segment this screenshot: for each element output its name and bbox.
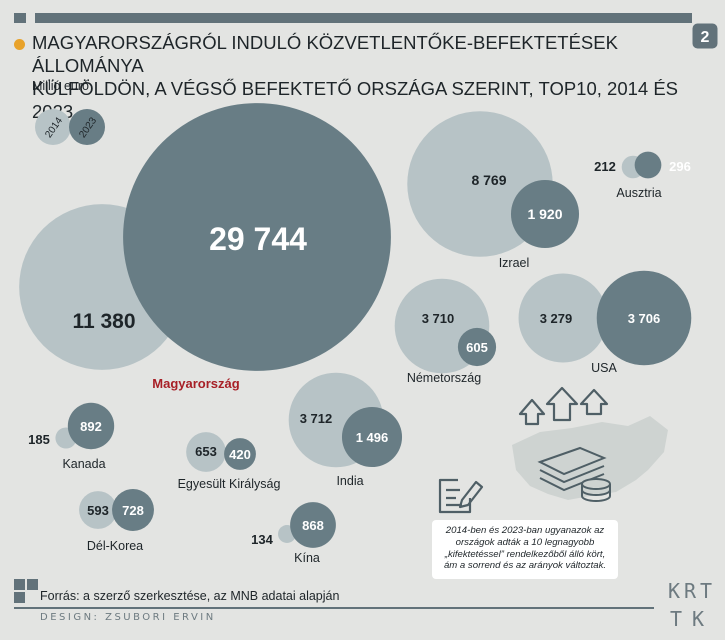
country-label-izrael: Izrael	[499, 256, 530, 270]
bubble-2023-kanada	[67, 402, 115, 450]
source-divider	[14, 607, 654, 609]
title-bullet	[14, 39, 25, 50]
bubble-2023-d-l-korea	[112, 489, 154, 531]
note-box: 2014-ben és 2023-ban ugyanazok az ország…	[432, 520, 618, 579]
value-label-2014-k-na: 134	[251, 532, 273, 547]
country-label-magyarorsz-g: Magyarország	[152, 376, 239, 391]
value-label-2014-egyes-lt-kir-lys-g: 653	[195, 444, 217, 459]
value-label-2014-izrael: 8 769	[471, 172, 506, 188]
bubble-2023-izrael	[510, 179, 580, 249]
bubble-2014-egyes-lt-kir-lys-g	[186, 432, 226, 472]
bubble-2023-egyes-lt-kir-lys-g	[224, 438, 256, 470]
bubble-2023-india	[341, 406, 403, 468]
value-label-2014-d-l-korea: 593	[87, 503, 109, 518]
source-text: Forrás: a szerző szerkesztése, az MNB ad…	[40, 589, 340, 603]
value-label-2023-izrael: 1 920	[527, 206, 562, 222]
value-label-2023-kanada: 892	[80, 419, 102, 434]
country-label-egyes-lt-kir-lys-g: Egyesült Királyság	[178, 477, 281, 491]
value-label-2023-ausztria: 296	[669, 159, 691, 174]
value-label-2023-egyes-lt-kir-lys-g: 420	[229, 447, 251, 462]
value-label-2014-kanada: 185	[28, 432, 50, 447]
value-label-2014-india: 3 712	[300, 411, 333, 426]
krtk-logo-bottom: TK	[670, 607, 714, 631]
banknote-stack-icon	[537, 446, 607, 476]
bubble-layer: 11 380 29 744 Magyarország 8 769 1 920 Izrael…	[19, 103, 692, 565]
value-label-2023-magyarorsz-g: 29 744	[209, 221, 307, 257]
bubble-2023-n-metorsz-g	[457, 327, 497, 367]
design-credit: DESIGN: ZSUBORI ERVIN	[40, 612, 216, 623]
note-text-before: 2014-ben és 2023-ban ugyanazok az ország…	[444, 525, 605, 560]
country-label-k-na: Kína	[294, 551, 320, 565]
coin-stack-icon	[581, 478, 611, 490]
value-label-2014-magyarorsz-g: 11 380	[72, 310, 135, 333]
bubble-2023-usa	[596, 270, 692, 366]
chart-title: MAGYARORSZÁGRÓL INDULÓ KÖZVETLENTŐKE-BEF…	[32, 31, 692, 123]
country-label-kanada: Kanada	[62, 457, 105, 471]
edit-note-icon	[438, 478, 484, 514]
legend-bubble-2014	[35, 109, 71, 145]
country-label-usa: USA	[591, 361, 617, 375]
value-label-2023-india: 1 496	[356, 430, 389, 445]
arrow-up-icon	[518, 398, 546, 426]
bubble-2014-usa	[518, 273, 608, 363]
arrow-up-icon-3	[579, 388, 609, 416]
top-bar	[14, 13, 692, 23]
krtk-logo-top: KRT	[668, 579, 716, 603]
value-label-2014-ausztria: 212	[594, 159, 616, 174]
value-label-2023-usa: 3 706	[628, 311, 661, 326]
legend: 2014 2023	[35, 109, 105, 145]
bubble-2023-ausztria	[634, 151, 662, 179]
page-number-badge: 2	[692, 23, 718, 49]
krtk-logo: KRT TK	[668, 579, 716, 631]
unit-label: Millió euró	[32, 79, 89, 93]
value-label-2014-usa: 3 279	[540, 311, 573, 326]
note-text-after: ” rendelkezőből álló kört, ám a sorrend …	[443, 548, 607, 572]
arrow-up-icon-2	[545, 386, 579, 422]
bubble-2023-k-na	[290, 502, 336, 548]
page-number: 2	[701, 29, 710, 46]
hungary-money-illustration	[512, 386, 668, 502]
legend-bubble-2023	[69, 109, 105, 145]
value-label-2023-n-metorsz-g: 605	[466, 340, 488, 355]
country-label-india: India	[336, 474, 363, 488]
top-bar-notch	[26, 13, 35, 23]
footer-squares	[14, 579, 38, 603]
chart-title-line1: MAGYARORSZÁGRÓL INDULÓ KÖZVETLENTŐKE-BEF…	[32, 32, 618, 76]
value-label-2014-n-metorsz-g: 3 710	[422, 311, 455, 326]
bubble-2023-magyarorsz-g	[123, 103, 391, 371]
value-label-2023-k-na: 868	[302, 518, 324, 533]
note-text-emph: kifektetéssel	[447, 548, 501, 560]
bubble-2014-d-l-korea	[79, 491, 117, 529]
value-label-2023-d-l-korea: 728	[122, 503, 144, 518]
country-label-ausztria: Ausztria	[616, 186, 661, 200]
country-label-d-l-korea: Dél-Korea	[87, 539, 143, 553]
country-label-n-metorsz-g: Németország	[407, 371, 481, 385]
